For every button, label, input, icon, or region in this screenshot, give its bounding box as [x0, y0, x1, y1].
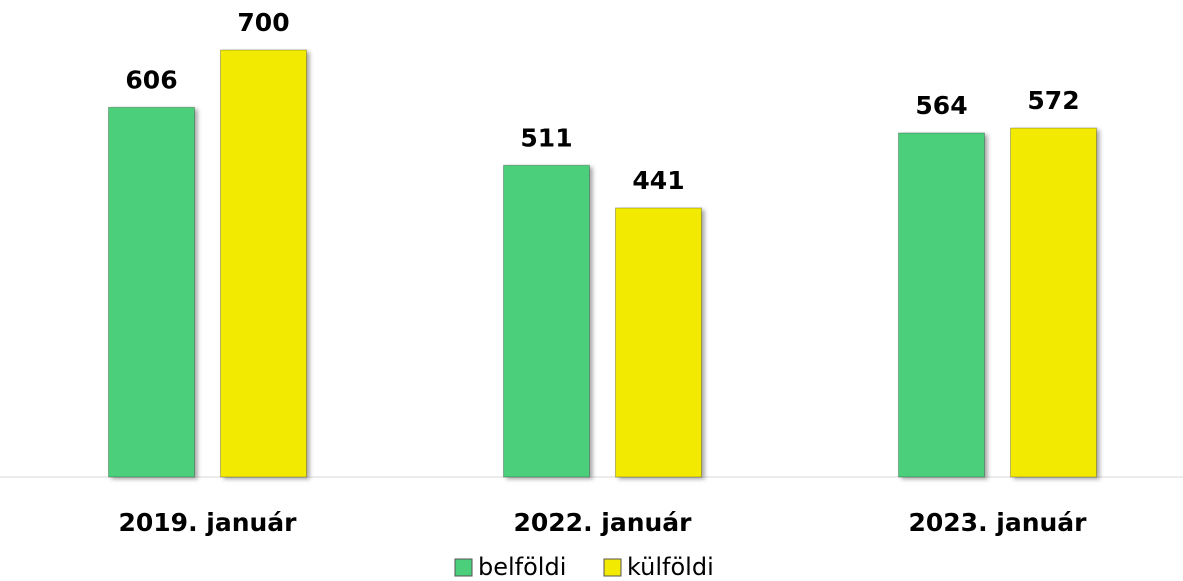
- bar: [898, 132, 985, 478]
- data-label: 441: [632, 166, 684, 195]
- bar: [108, 106, 195, 478]
- x-tick-label: 2019. január: [118, 508, 297, 537]
- x-tick-label: 2023. január: [908, 508, 1087, 537]
- bar: [615, 207, 702, 478]
- data-label: 606: [125, 65, 177, 94]
- data-label: 511: [520, 123, 572, 152]
- legend-label: külföldi: [627, 553, 714, 581]
- legend-swatch: [603, 558, 622, 577]
- data-label: 572: [1027, 86, 1079, 115]
- legend-swatch: [454, 558, 473, 577]
- bar: [1010, 127, 1097, 478]
- legend-label: belföldi: [478, 553, 566, 581]
- x-tick-label: 2022. január: [513, 508, 692, 537]
- data-label: 564: [915, 91, 967, 120]
- data-label: 700: [237, 8, 289, 37]
- bar: [220, 49, 307, 478]
- bar: [503, 164, 590, 478]
